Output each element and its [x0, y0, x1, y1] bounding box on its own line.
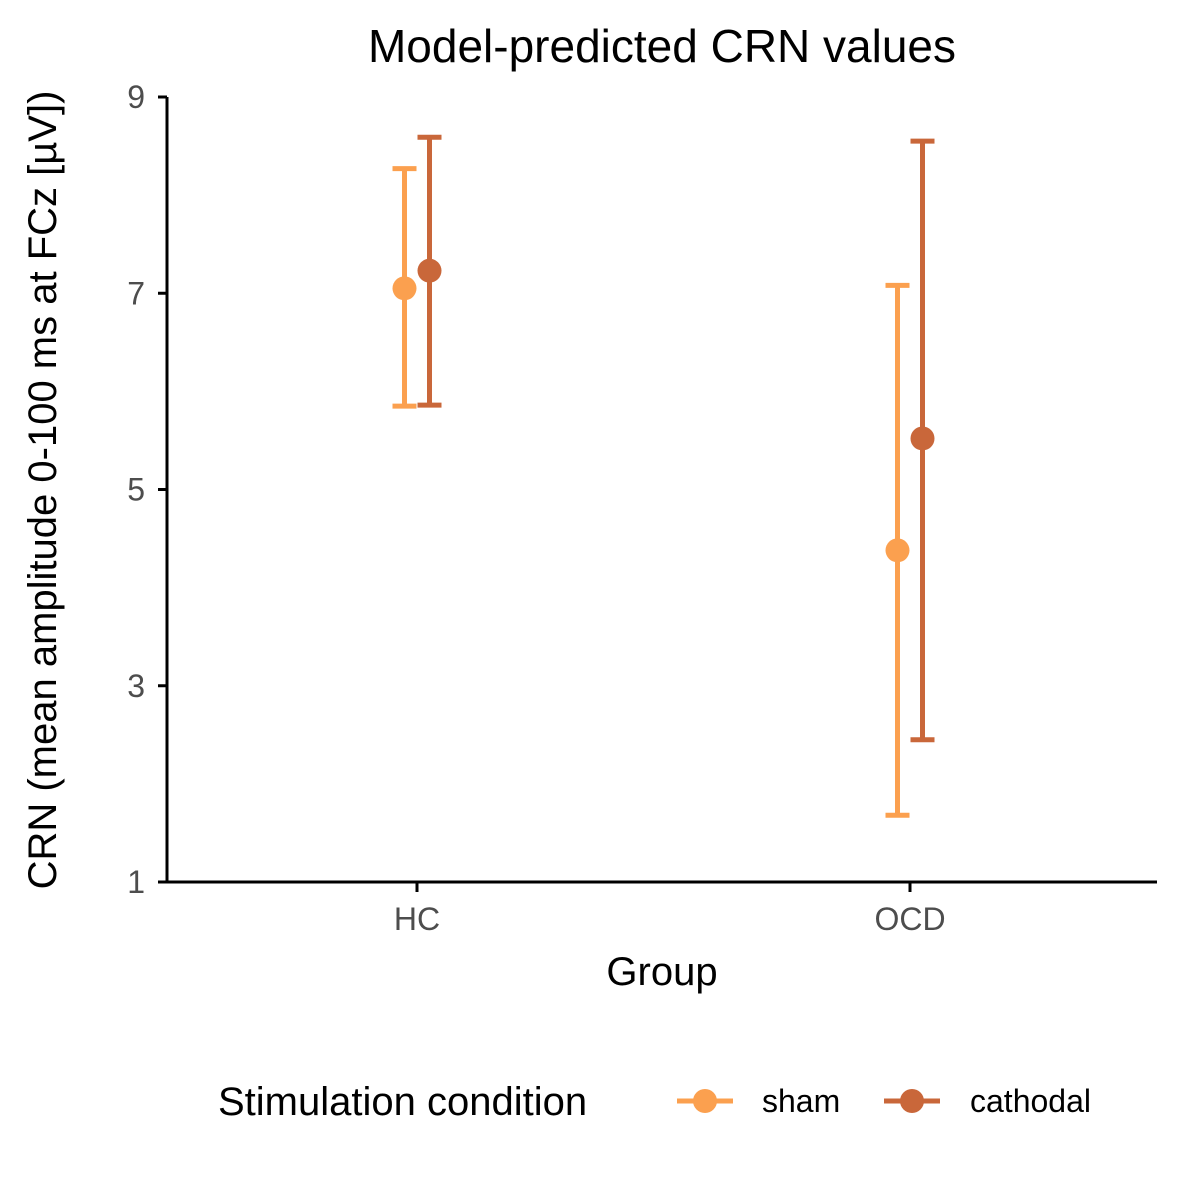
x-tick-label-hc: HC	[394, 901, 440, 937]
point-sham-ocd	[885, 538, 910, 563]
y-tick-label: 9	[127, 79, 145, 115]
y-ticks: 1 3 5 7 9	[127, 79, 167, 900]
x-axis-title: Group	[606, 950, 717, 994]
legend-key-point	[693, 1089, 717, 1113]
point-cathodal-ocd	[910, 426, 935, 451]
plot-area: 1 3 5 7 9 HC OCD	[127, 79, 1157, 937]
y-axis-title: CRN (mean amplitude 0-100 ms at FCz [µV]…	[21, 91, 65, 890]
x-ticks: HC OCD	[394, 883, 946, 937]
legend-title: Stimulation condition	[218, 1080, 587, 1124]
y-tick-label: 5	[127, 472, 145, 508]
legend-item-cathodal: cathodal	[884, 1083, 1091, 1119]
y-tick-label: 1	[127, 864, 145, 900]
legend-item-sham: sham	[677, 1083, 840, 1119]
point-sham-hc	[392, 276, 417, 301]
legend: Stimulation condition sham cathodal	[218, 1080, 1091, 1124]
legend-label-sham: sham	[762, 1083, 840, 1119]
data-marks	[392, 134, 935, 818]
legend-key-point	[900, 1089, 924, 1113]
point-cathodal-hc	[417, 258, 442, 283]
x-tick-label-ocd: OCD	[874, 901, 945, 937]
legend-items: sham cathodal	[677, 1083, 1091, 1119]
legend-label-cathodal: cathodal	[970, 1083, 1091, 1119]
y-tick-label: 3	[127, 668, 145, 704]
y-tick-label: 7	[127, 275, 145, 311]
chart-title: Model-predicted CRN values	[368, 20, 956, 72]
